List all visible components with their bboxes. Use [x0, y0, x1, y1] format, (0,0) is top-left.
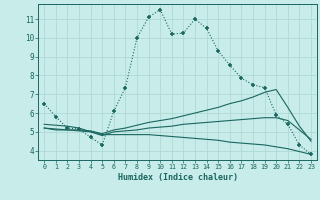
X-axis label: Humidex (Indice chaleur): Humidex (Indice chaleur): [118, 173, 238, 182]
